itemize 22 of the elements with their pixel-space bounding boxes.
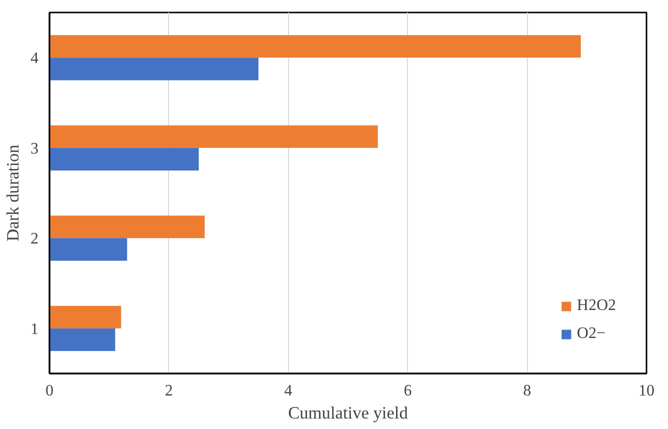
x-tick-label: 8 (523, 382, 532, 400)
legend-label: H2O2 (576, 297, 616, 315)
y-tick-label: 4 (30, 50, 38, 68)
bar (50, 58, 258, 80)
y-axis-title: Dark duration (4, 144, 22, 242)
bar (50, 148, 199, 170)
x-tick-label: 0 (46, 382, 54, 400)
bar (50, 35, 581, 58)
x-tick-label: 6 (404, 382, 412, 400)
x-tick-label: 2 (164, 382, 173, 400)
x-tick-label: 4 (284, 382, 292, 400)
bar (50, 328, 116, 351)
y-tick-label: 2 (30, 230, 38, 248)
bar (50, 216, 205, 238)
y-tick-label: 3 (30, 140, 38, 158)
x-axis-title: Cumulative yield (288, 404, 408, 422)
x-tick-label: 10 (638, 382, 654, 400)
legend-label: O2− (576, 325, 606, 343)
bar (50, 306, 122, 328)
bar (50, 125, 378, 148)
bar (50, 238, 128, 261)
y-tick-label: 1 (30, 320, 38, 338)
